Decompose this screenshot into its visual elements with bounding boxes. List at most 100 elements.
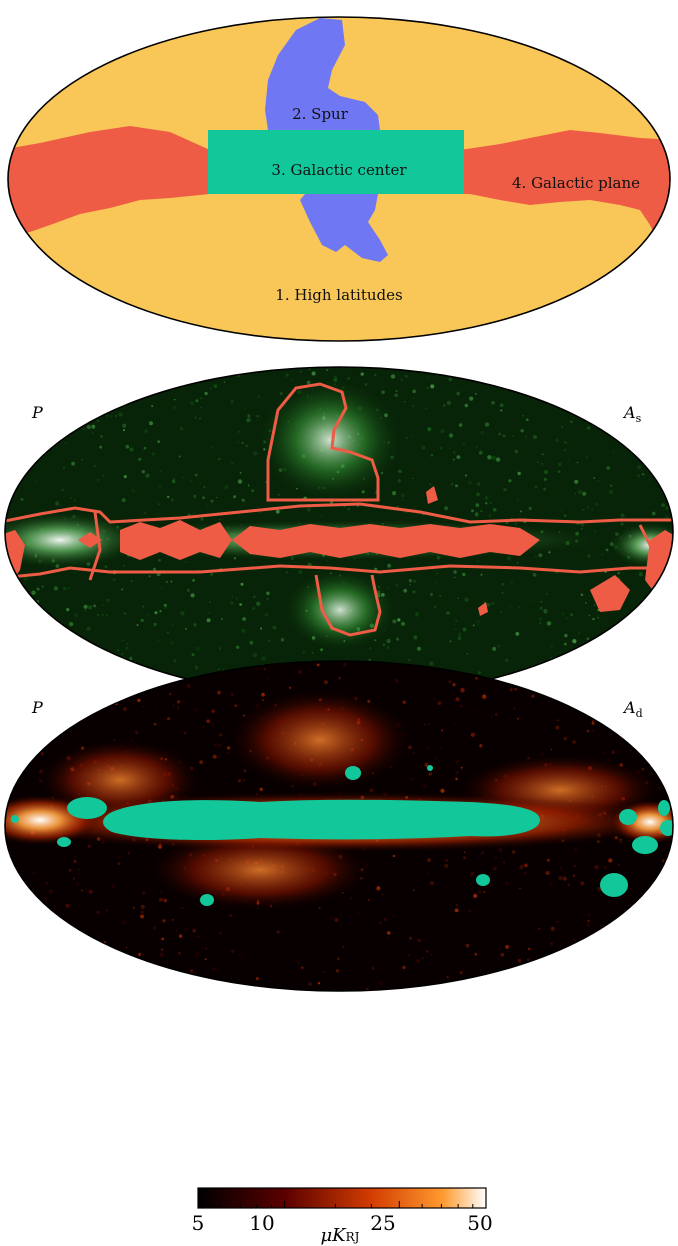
sky-speckle xyxy=(513,707,516,710)
sky-speckle xyxy=(122,639,124,641)
sky-speckle xyxy=(505,658,509,663)
sky-speckle xyxy=(591,508,593,510)
sky-speckle xyxy=(124,968,127,972)
sky-speckle xyxy=(563,393,566,395)
sky-speckle xyxy=(251,561,254,563)
sky-speckle xyxy=(449,447,451,450)
sky-speckle xyxy=(429,611,432,614)
sky-speckle xyxy=(433,605,437,609)
sky-speckle xyxy=(514,688,517,691)
sky-speckle xyxy=(303,942,305,944)
sky-speckle xyxy=(591,719,595,723)
sky-speckle xyxy=(153,926,157,930)
sky-speckle xyxy=(244,408,246,410)
sky-speckle xyxy=(448,433,454,438)
sky-speckle xyxy=(400,493,405,498)
sky-speckle xyxy=(484,495,489,500)
sky-speckle xyxy=(135,730,139,735)
sky-speckle xyxy=(247,414,251,418)
sky-speckle xyxy=(30,664,36,670)
sky-speckle xyxy=(36,604,38,606)
sky-speckle xyxy=(635,631,639,635)
sky-speckle xyxy=(586,637,589,640)
sky-speckle xyxy=(662,611,667,616)
sky-speckle xyxy=(444,390,446,393)
sky-speckle xyxy=(61,421,64,424)
sky-speckle xyxy=(15,930,19,934)
sky-speckle xyxy=(629,887,632,889)
sky-speckle xyxy=(424,762,429,767)
sky-speckle xyxy=(200,397,203,400)
sky-speckle xyxy=(101,965,105,969)
sky-speckle xyxy=(185,561,187,563)
sky-speckle xyxy=(253,451,258,456)
sky-speckle xyxy=(106,598,110,602)
sky-speckle xyxy=(610,484,613,487)
sky-speckle xyxy=(631,666,634,669)
sky-speckle xyxy=(111,884,115,889)
sky-speckle xyxy=(153,567,156,571)
sky-speckle xyxy=(189,969,194,973)
sky-speckle xyxy=(368,658,371,661)
sky-speckle xyxy=(226,746,231,750)
sky-speckle xyxy=(211,967,216,971)
sky-speckle xyxy=(247,485,250,487)
sky-speckle xyxy=(543,690,546,694)
sky-speckle xyxy=(663,884,669,890)
sky-speckle xyxy=(543,487,547,491)
sky-speckle xyxy=(317,982,321,985)
sky-speckle xyxy=(239,603,243,606)
sky-speckle xyxy=(428,772,432,776)
sky-speckle xyxy=(165,580,169,584)
sky-speckle xyxy=(167,717,171,721)
sky-speckle xyxy=(465,943,470,948)
sky-speckle xyxy=(635,573,637,576)
sky-speckle xyxy=(634,442,639,446)
sky-speckle xyxy=(646,601,649,605)
sky-speckle xyxy=(573,848,578,853)
mask-outline-regions xyxy=(5,382,673,637)
sky-speckle xyxy=(630,749,632,751)
sky-speckle xyxy=(190,479,193,482)
sky-speckle xyxy=(668,471,672,475)
sky-speckle xyxy=(202,496,205,500)
sky-speckle xyxy=(177,705,180,707)
sky-speckle xyxy=(663,598,668,603)
sky-speckle xyxy=(326,560,329,562)
sky-speckle xyxy=(648,443,651,447)
sky-speckle xyxy=(449,640,452,643)
sky-speckle xyxy=(20,497,24,501)
sky-speckle xyxy=(160,891,163,894)
sky-speckle xyxy=(210,573,214,576)
sky-speckle xyxy=(101,687,104,689)
sky-speckle xyxy=(81,458,84,461)
sky-speckle xyxy=(395,583,399,587)
sky-speckle xyxy=(210,722,215,726)
sky-speckle xyxy=(520,869,523,872)
sky-speckle xyxy=(230,399,234,404)
sky-speckle xyxy=(603,865,608,870)
region-spur xyxy=(265,18,388,262)
sky-speckle xyxy=(580,528,583,530)
sky-speckle xyxy=(117,649,119,652)
sky-speckle xyxy=(239,952,244,957)
sky-speckle xyxy=(369,647,372,649)
sky-speckle xyxy=(23,438,29,443)
sky-speckle xyxy=(97,420,99,422)
sky-speckle xyxy=(458,423,463,427)
sky-speckle xyxy=(371,967,375,970)
sky-speckle xyxy=(550,748,553,751)
sky-speckle xyxy=(113,367,117,369)
sky-speckle xyxy=(455,697,460,702)
sky-speckle xyxy=(430,384,435,389)
sky-speckle xyxy=(601,712,604,716)
sky-speckle xyxy=(402,700,406,704)
sky-speckle xyxy=(538,617,543,621)
tick-label: 10 xyxy=(249,1211,274,1235)
sky-speckle xyxy=(408,578,412,583)
sky-speckle xyxy=(664,882,668,886)
sky-speckle xyxy=(661,859,665,863)
dust-map: P Ad 5 10 25 50 xyxy=(4,660,674,1235)
sky-speckle xyxy=(110,415,113,418)
sky-speckle xyxy=(476,482,481,486)
